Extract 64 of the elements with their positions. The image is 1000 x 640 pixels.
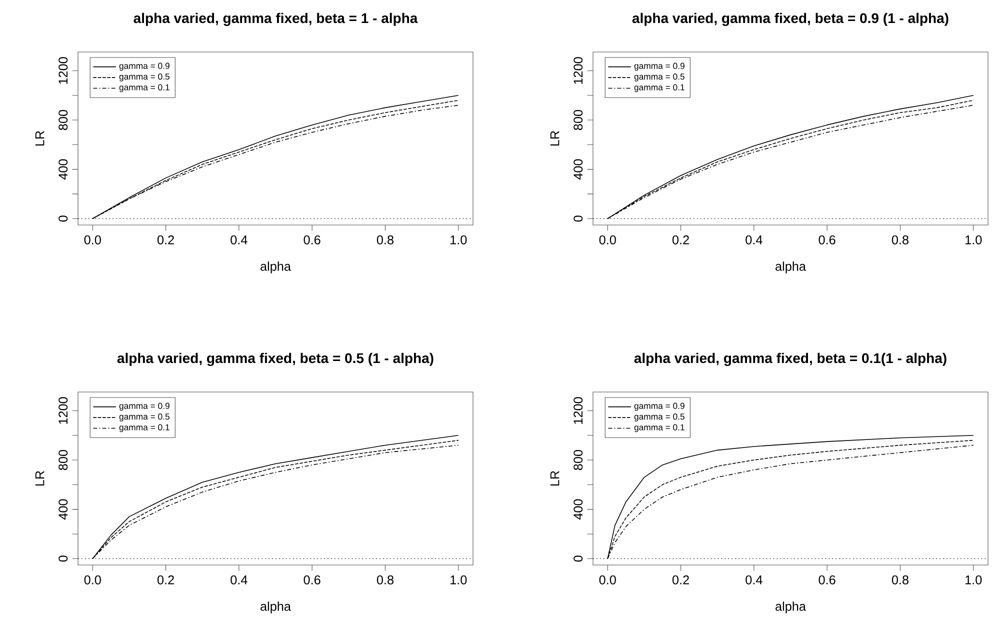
y-tick-label: 400 xyxy=(58,159,68,180)
y-tick-label: 400 xyxy=(574,159,583,180)
x-tick-label: 0.6 xyxy=(304,575,320,584)
x-tick-label: 1.0 xyxy=(966,235,982,244)
y-tick-label: 1200 xyxy=(58,397,68,424)
y-tick-label: 800 xyxy=(574,450,583,470)
y-tick-label: 800 xyxy=(58,450,68,470)
y-axis-title: LR xyxy=(35,130,44,146)
y-tick-label: 0 xyxy=(58,216,68,222)
x-tick-label: 0.8 xyxy=(376,575,394,584)
legend-label: gamma = 0.5 xyxy=(634,74,684,82)
x-tick-label: 0.0 xyxy=(84,575,101,584)
legend-label: gamma = 0.9 xyxy=(634,62,684,71)
legend-label: gamma = 0.9 xyxy=(119,402,170,411)
x-tick-label: 0.0 xyxy=(599,235,616,244)
x-axis-title: alpha xyxy=(260,602,291,614)
x-tick-label: 0.6 xyxy=(818,235,836,244)
x-tick-label: 0.4 xyxy=(746,235,762,244)
x-tick-label: 0.2 xyxy=(157,235,174,244)
x-tick-label: 0.2 xyxy=(672,575,689,584)
y-tick-label: 400 xyxy=(58,499,68,520)
x-axis-title: alpha xyxy=(776,262,806,274)
chart-title: alpha varied, gamma fixed, beta = 0.5 (1 - alpha) xyxy=(117,352,434,366)
legend-label: gamma = 0.1 xyxy=(634,424,684,432)
x-tick-label: 0.8 xyxy=(892,575,908,584)
y-tick-label: 0 xyxy=(574,556,583,562)
legend-label: gamma = 0.9 xyxy=(119,62,170,71)
x-tick-label: 0.6 xyxy=(818,575,836,584)
x-tick-label: 1.0 xyxy=(450,235,467,244)
y-axis-title: LR xyxy=(550,130,560,146)
x-tick-label: 1.0 xyxy=(966,575,982,584)
x-tick-label: 1.0 xyxy=(450,575,467,584)
x-tick-label: 0.2 xyxy=(157,575,174,584)
legend-label: gamma = 0.1 xyxy=(119,84,170,92)
x-tick-label: 0.0 xyxy=(84,235,101,244)
legend-label: gamma = 0.5 xyxy=(119,414,170,422)
x-axis-title: alpha xyxy=(260,262,291,274)
legend-label: gamma = 0.5 xyxy=(119,74,170,82)
y-tick-label: 0 xyxy=(574,216,583,222)
legend-label: gamma = 0.1 xyxy=(119,424,170,432)
y-axis-title: LR xyxy=(35,470,44,486)
y-tick-label: 800 xyxy=(58,110,68,130)
x-tick-label: 0.4 xyxy=(746,575,762,584)
legend-label: gamma = 0.9 xyxy=(634,402,684,411)
y-tick-label: 1200 xyxy=(58,57,68,84)
y-axis-title: LR xyxy=(550,470,560,486)
x-tick-label: 0.0 xyxy=(599,575,616,584)
chart-title: alpha varied, gamma fixed, beta = 1 - alpha xyxy=(134,12,418,26)
x-tick-label: 0.2 xyxy=(672,235,689,244)
legend-label: gamma = 0.1 xyxy=(634,84,684,92)
x-tick-label: 0.8 xyxy=(892,235,908,244)
x-tick-label: 0.4 xyxy=(230,235,248,244)
y-tick-label: 400 xyxy=(574,499,583,520)
y-tick-label: 1200 xyxy=(574,397,583,424)
chart-title: alpha varied, gamma fixed, beta = 0.9 (1 - alpha) xyxy=(632,12,948,26)
x-tick-label: 0.8 xyxy=(376,235,394,244)
y-tick-label: 1200 xyxy=(574,57,583,84)
legend-label: gamma = 0.5 xyxy=(634,414,684,422)
chart-title: alpha varied, gamma fixed, beta = 0.1(1 - alpha) xyxy=(634,352,946,366)
x-axis-title: alpha xyxy=(776,602,806,614)
x-tick-label: 0.4 xyxy=(230,575,248,584)
x-tick-label: 0.6 xyxy=(304,235,320,244)
y-tick-label: 0 xyxy=(58,556,68,562)
y-tick-label: 800 xyxy=(574,110,583,130)
